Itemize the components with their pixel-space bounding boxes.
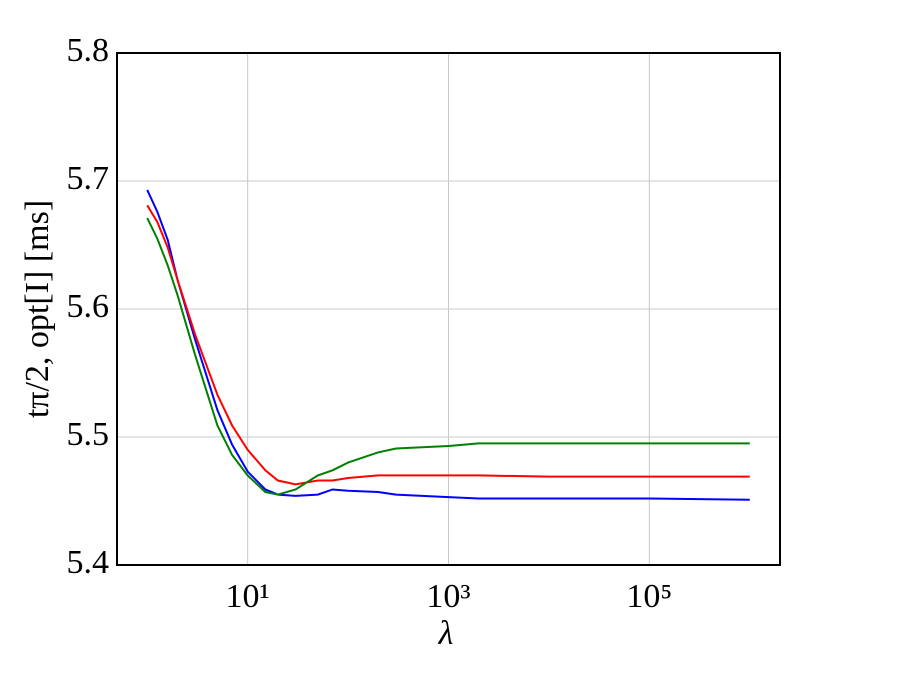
series-line — [146, 204, 750, 486]
y-tick-label: 5.4 — [67, 544, 110, 581]
y-axis-label: tπ/2, opt[I] [ms] — [19, 200, 56, 418]
y-tick-label: 5.8 — [67, 32, 110, 69]
x-tick-label: 10¹ — [226, 578, 270, 615]
y-tick-label: 5.6 — [67, 288, 110, 325]
y-tick-label: 5.7 — [67, 160, 110, 197]
plot-frame — [116, 52, 781, 566]
x-tick-label: 10⁵ — [626, 578, 672, 615]
x-axis-label: λ — [438, 615, 454, 652]
x-tick-label: 10³ — [426, 578, 470, 615]
y-tick-label: 5.5 — [67, 416, 110, 453]
series-line — [146, 217, 750, 496]
